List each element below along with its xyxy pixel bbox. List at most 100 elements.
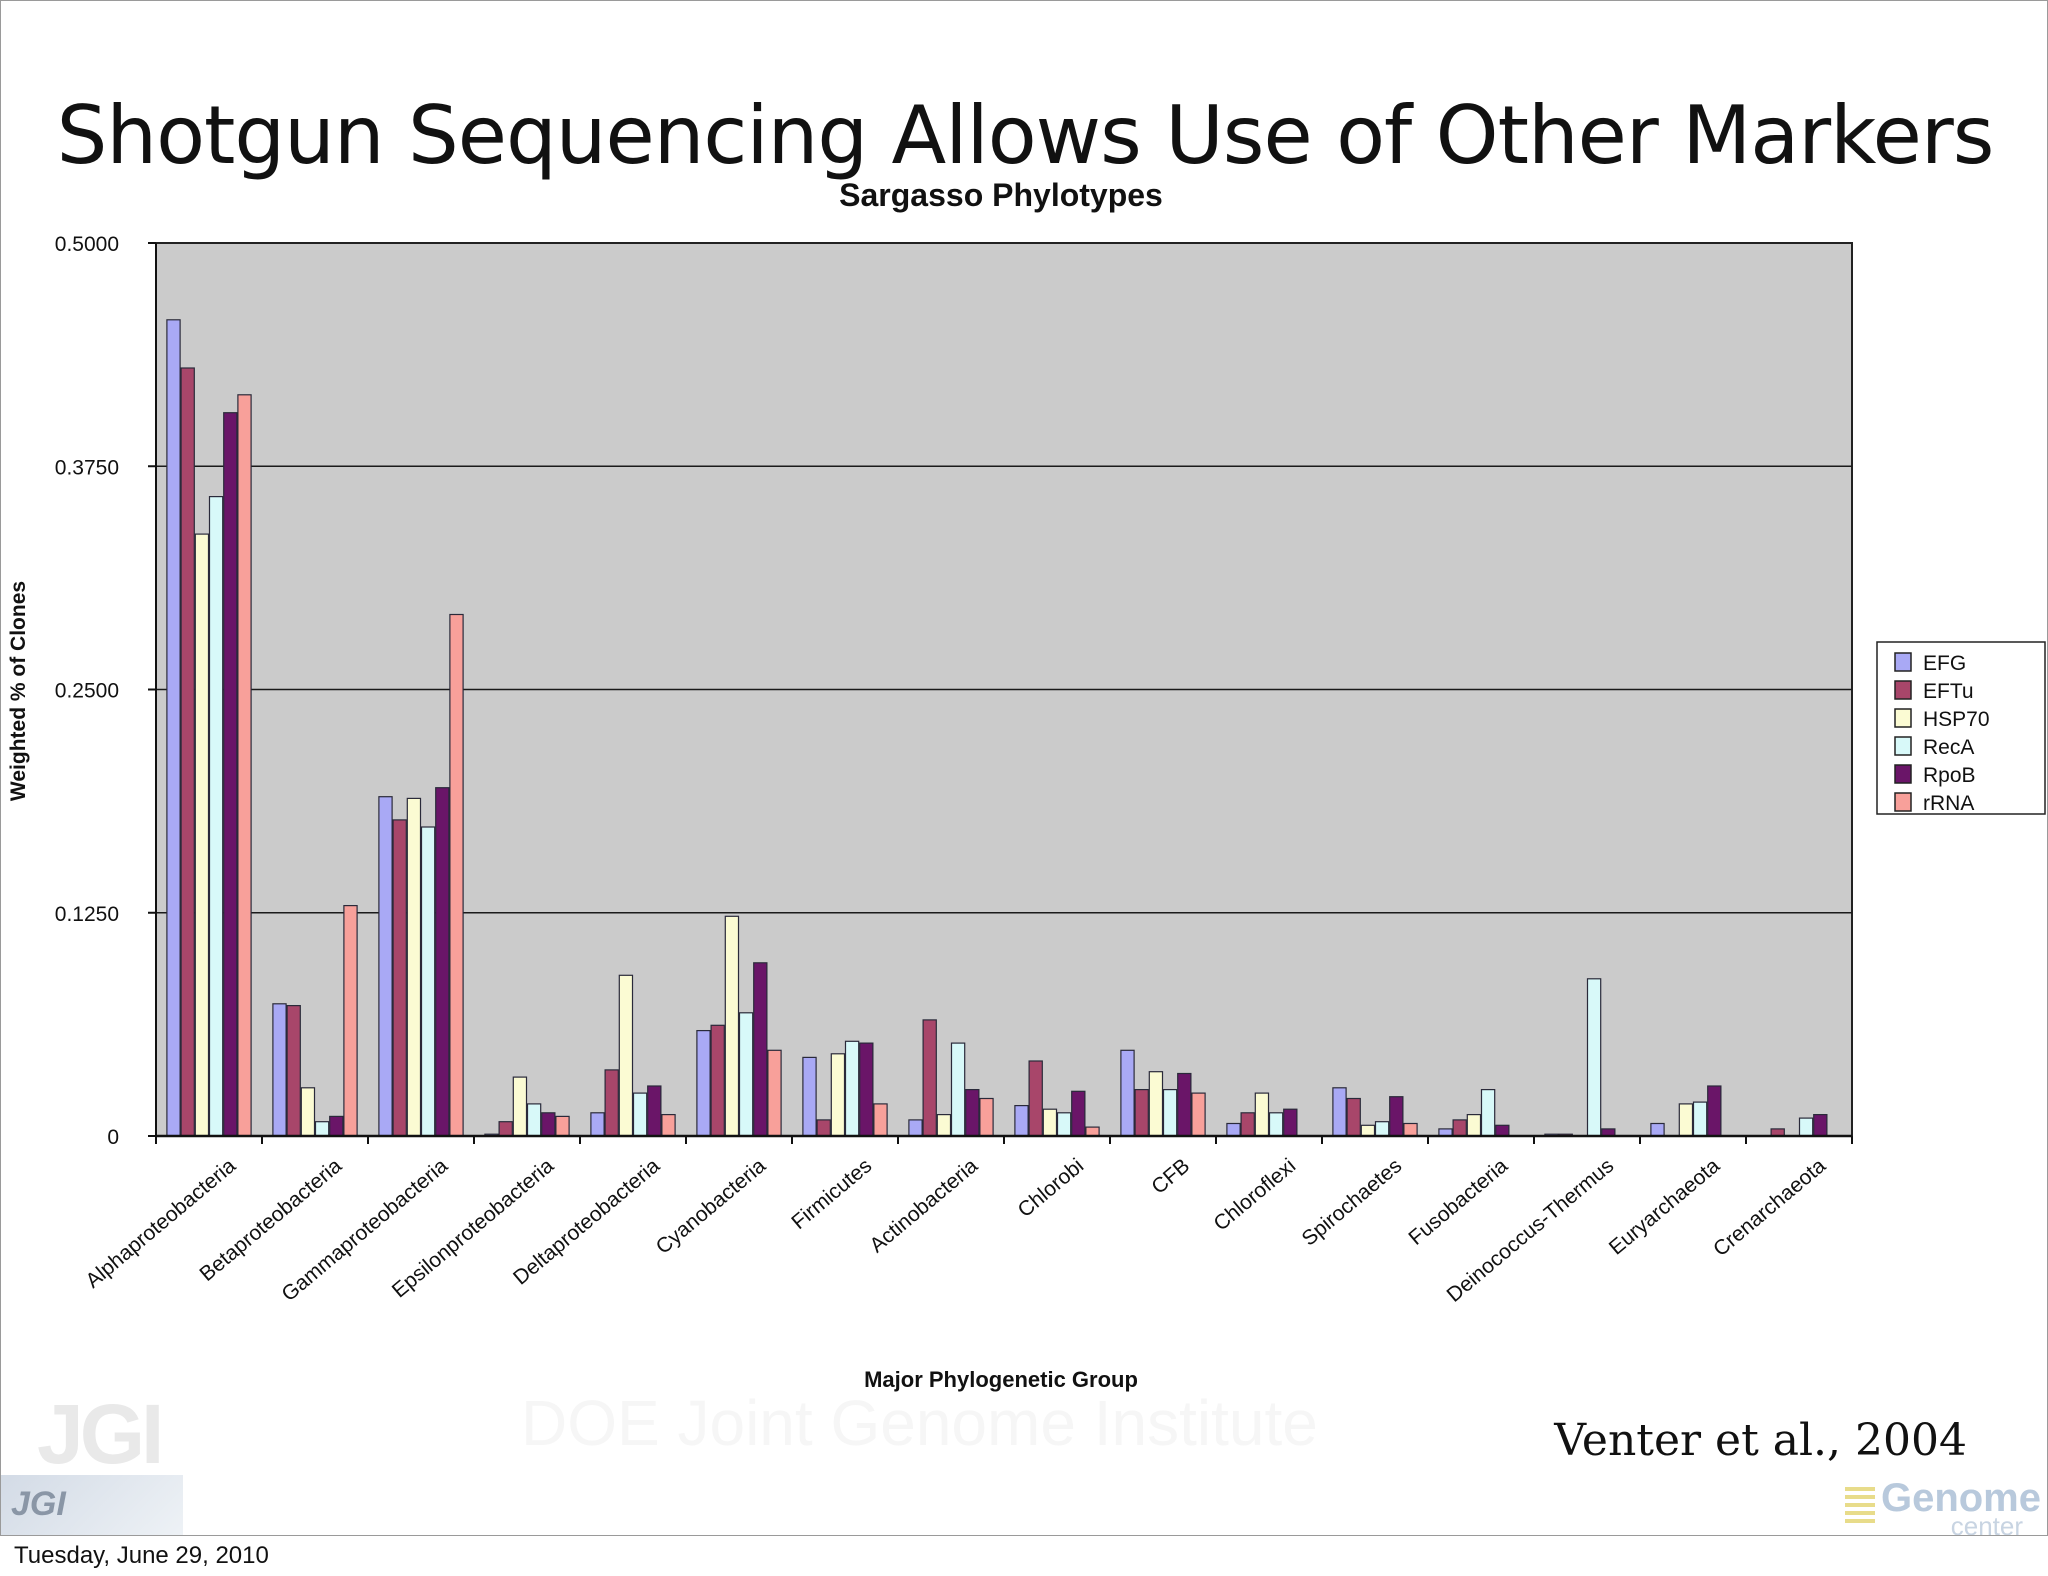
genome-center-logo: Genome center — [1841, 1476, 2041, 1536]
bar — [1268, 1112, 1284, 1137]
bar — [1452, 1119, 1467, 1137]
y-tick-label: 0.3750 — [55, 456, 119, 479]
jgi-badge-logo: JGI — [1, 1475, 183, 1535]
legend-label: RecA — [1923, 736, 1974, 759]
bar — [420, 826, 436, 1137]
bar — [724, 915, 740, 1137]
bar — [1085, 1126, 1100, 1137]
bar — [830, 1053, 846, 1137]
legend-swatch — [1894, 764, 1912, 784]
bar — [449, 613, 464, 1137]
x-tick-label: Chlorobi — [1014, 1154, 1089, 1222]
bar — [965, 1088, 980, 1137]
bar — [618, 974, 634, 1137]
x-axis-label: Major Phylogenetic Group — [864, 1367, 1138, 1392]
legend-label: RpoB — [1923, 764, 1976, 787]
bar — [632, 1092, 648, 1137]
legend-label: EFTu — [1923, 680, 1974, 703]
bar — [498, 1121, 513, 1137]
bar — [223, 412, 238, 1137]
citation: Venter et al., 2004 — [1554, 1415, 1967, 1466]
bar — [180, 367, 195, 1137]
bar — [979, 1097, 994, 1137]
bar — [1707, 1085, 1722, 1137]
bar — [329, 1115, 344, 1137]
bar — [647, 1085, 662, 1137]
bar — [1480, 1088, 1496, 1137]
bar — [272, 1003, 287, 1137]
bar — [1650, 1122, 1665, 1137]
bar — [1134, 1088, 1149, 1137]
bar — [166, 319, 181, 1137]
genome-logo-icon — [1845, 1487, 1875, 1527]
jgi-badge-text: JGI — [11, 1485, 66, 1523]
x-tick-label: Spirochaetes — [1298, 1154, 1407, 1250]
bar — [661, 1113, 676, 1137]
bar — [1148, 1071, 1164, 1137]
chart-title: Sargasso Phylotypes — [839, 177, 1163, 213]
bar — [208, 496, 224, 1137]
bar — [343, 904, 358, 1137]
bar — [1495, 1124, 1510, 1137]
bar — [1403, 1122, 1418, 1137]
bar — [767, 1049, 782, 1137]
jgi-watermark-logo: JGI — [37, 1387, 164, 1481]
bar — [1042, 1108, 1058, 1137]
bar — [541, 1112, 556, 1137]
bar — [300, 1087, 316, 1137]
bar — [314, 1121, 330, 1137]
bar — [1586, 978, 1602, 1137]
y-axis-label: Weighted % of Clones — [7, 581, 30, 801]
bar — [1389, 1096, 1404, 1137]
bar — [873, 1103, 888, 1137]
x-tick-label: Crenarchaeota — [1709, 1154, 1830, 1261]
bar — [1226, 1122, 1241, 1137]
bar — [1240, 1112, 1255, 1137]
bar — [1374, 1121, 1390, 1137]
bar — [844, 1040, 860, 1137]
bar — [194, 533, 210, 1137]
bar — [922, 1019, 937, 1137]
bar — [1692, 1101, 1708, 1137]
x-tick-labels: AlphaproteobacteriaBetaproteobacteriaGam… — [81, 1154, 1830, 1307]
y-tick-label: 0.5000 — [55, 233, 119, 256]
genome-logo-text: Genome — [1880, 1476, 2041, 1520]
bar — [1798, 1117, 1814, 1137]
bar — [950, 1042, 966, 1137]
bar — [1332, 1087, 1347, 1137]
legend: EFG EFTu HSP70 RecA RpoB rRNA — [1876, 641, 2046, 815]
bar — [1177, 1072, 1192, 1137]
x-tick-label: Actinobacteria — [865, 1154, 982, 1257]
y-tick-label: 0 — [107, 1126, 119, 1149]
bar — [604, 1069, 619, 1137]
y-tick-label: 0.2500 — [55, 680, 119, 703]
bar — [1346, 1097, 1361, 1137]
y-tick-label: 0.1250 — [55, 903, 119, 926]
bar — [753, 962, 768, 1137]
bar — [908, 1119, 923, 1137]
legend-swatch — [1894, 652, 1912, 672]
bar — [1120, 1049, 1135, 1137]
bar — [590, 1112, 605, 1137]
bar — [1162, 1088, 1178, 1137]
bar — [1056, 1112, 1072, 1137]
bar — [406, 797, 422, 1137]
bar — [1678, 1103, 1694, 1137]
bar — [286, 1004, 301, 1137]
x-tick-label: Chloroflexi — [1209, 1154, 1300, 1235]
x-tick-label: Fusobacteria — [1404, 1154, 1512, 1250]
bar — [696, 1029, 711, 1137]
bar — [738, 1012, 754, 1137]
legend-label: HSP70 — [1923, 708, 1990, 731]
x-tick-label: Cyanobacteria — [652, 1154, 771, 1259]
bar — [1071, 1090, 1086, 1137]
genome-logo-subtext: center — [1950, 1511, 2023, 1536]
bar — [392, 819, 407, 1137]
x-tick-label: Euryarchaeota — [1605, 1154, 1725, 1260]
y-tick-labels: 0 0.1250 0.2500 0.3750 0.5000 — [55, 233, 119, 1149]
bar — [378, 796, 393, 1137]
bar — [1254, 1092, 1270, 1137]
bar-chart: 0 0.1250 0.2500 0.3750 0.5000 Alphaproteobac… — [7, 177, 2046, 1392]
legend-swatch — [1894, 736, 1912, 756]
x-tick-label: CFB — [1147, 1154, 1194, 1199]
